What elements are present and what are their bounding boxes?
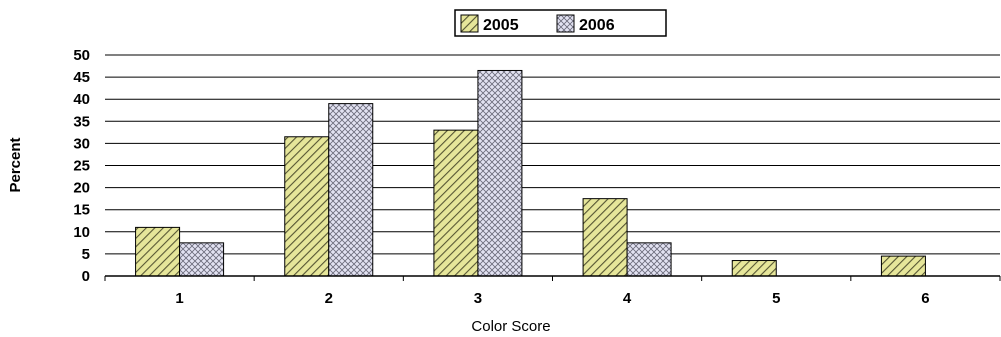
bar-2006-1 [179, 242, 225, 277]
y-tick-label: 25 [73, 158, 90, 175]
x-tick-label: 1 [175, 290, 183, 307]
bar-2006-3 [477, 69, 523, 277]
bar-2005-3 [433, 129, 479, 277]
x-tick-label: 5 [772, 290, 780, 307]
y-tick-label: 10 [73, 224, 90, 241]
bar-2006-4 [626, 242, 672, 277]
legend-swatch-2005 [460, 14, 479, 33]
legend: 2005 2006 [454, 9, 667, 37]
bar-2006-2 [328, 103, 374, 277]
x-axis-title: Color Score [471, 318, 550, 335]
bars [135, 69, 926, 277]
bar-2005-2 [284, 136, 330, 277]
y-tick-label: 20 [73, 180, 90, 197]
y-axis-title: Percent [7, 137, 24, 192]
y-tick-label: 50 [73, 47, 90, 64]
legend-label-2006: 2006 [579, 17, 615, 34]
bar-2005-4 [582, 198, 628, 277]
y-tick-label: 15 [73, 202, 90, 219]
gridlines [105, 54, 1000, 255]
legend-swatch-2006 [556, 14, 575, 33]
x-axis-tick-labels: 1 2 3 4 5 6 [175, 290, 929, 307]
x-tick-label: 4 [623, 290, 632, 307]
bar-2005-6 [880, 255, 926, 277]
legend-label-2005: 2005 [483, 17, 519, 34]
x-tick-label: 6 [921, 290, 929, 307]
x-tick-label: 3 [474, 290, 482, 307]
x-axis [104, 275, 1001, 281]
y-tick-label: 5 [82, 246, 90, 263]
y-tick-label: 40 [73, 91, 90, 108]
x-tick-label: 2 [325, 290, 333, 307]
y-tick-label: 0 [82, 268, 90, 285]
bar-2005-1 [135, 226, 181, 277]
y-tick-label: 45 [73, 69, 90, 86]
y-axis-tick-labels: 0 5 10 15 20 25 30 35 40 45 50 [73, 47, 90, 285]
y-tick-label: 35 [73, 113, 90, 130]
y-tick-label: 30 [73, 135, 90, 152]
bar-2005-5 [731, 260, 777, 277]
